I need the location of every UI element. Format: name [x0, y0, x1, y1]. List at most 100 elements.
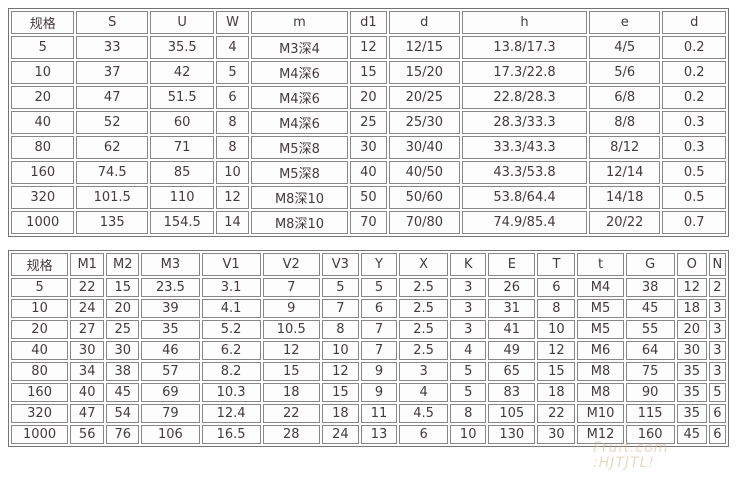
table-row: 1000 56 76 106 16.5 28 24 13 6 10 130 30 M12 160 45 6	[11, 425, 726, 444]
table-cell: 0.2	[662, 36, 726, 59]
column-header: G	[625, 253, 675, 276]
table-cell: 15	[350, 61, 387, 84]
table-cell: 79	[141, 404, 200, 423]
table-cell: 12.4	[201, 404, 261, 423]
table-cell: 53.8/64.4	[462, 186, 587, 209]
table-cell: 18	[537, 383, 576, 402]
table-row: 20 27 25 35 5.2 10.5 8 7 2.5 3 41 10 M5 55 20 3	[11, 320, 726, 339]
table-cell: 52	[76, 111, 148, 134]
table-cell: 35	[141, 320, 200, 339]
table-cell: 38	[106, 362, 140, 381]
table-cell: 30	[676, 341, 707, 360]
table-cell: 47	[76, 86, 148, 109]
table-cell: 71	[149, 136, 215, 159]
table-cell: 25/30	[388, 111, 461, 134]
table-cell: 3	[450, 299, 487, 318]
column-header: t	[577, 253, 624, 276]
table-cell: 0.3	[662, 136, 726, 159]
table-cell: 15	[321, 383, 359, 402]
table-cell: M8深10	[250, 211, 349, 234]
table-row: 160 74.5 85 10 M5深8 40 40/50 43.3/53.8 12/14 0.5	[11, 161, 726, 184]
table-cell: 80	[11, 362, 69, 381]
table-cell: 13.8/17.3	[462, 36, 587, 59]
column-header: m	[250, 11, 349, 34]
table-cell: 5	[321, 278, 359, 297]
table-row: 20 47 51.5 6 M4深6 20 20/25 22.8/28.3 6/8 0.2	[11, 86, 726, 109]
table-cell: 33	[76, 36, 148, 59]
table-cell: 55	[625, 320, 675, 339]
table-cell: 115	[625, 404, 675, 423]
table-cell: 10	[537, 320, 576, 339]
table-cell: 0.5	[662, 186, 726, 209]
table-cell: 10	[216, 161, 249, 184]
table-cell: 28.3/33.3	[462, 111, 587, 134]
table-cell: 18	[676, 299, 707, 318]
table-cell: 7	[360, 320, 398, 339]
table-cell: 30	[106, 341, 140, 360]
table-cell: 5.2	[201, 320, 261, 339]
table-cell: 74.9/85.4	[462, 211, 587, 234]
table-cell: 22	[262, 404, 320, 423]
table-cell: 60	[149, 111, 215, 134]
column-header: Y	[360, 253, 398, 276]
table-cell: 62	[76, 136, 148, 159]
table-cell: M4深6	[250, 61, 349, 84]
table-cell: 22	[537, 404, 576, 423]
table-cell: 2.5	[399, 341, 449, 360]
table-cell: 5	[708, 383, 726, 402]
table-cell: 12	[216, 186, 249, 209]
table-cell: 33.3/43.3	[462, 136, 587, 159]
table-cell: 4	[216, 36, 249, 59]
table-cell: 12/14	[588, 161, 661, 184]
table-cell: 8	[450, 404, 487, 423]
table-cell: 3	[708, 320, 726, 339]
table-cell: 23.5	[141, 278, 200, 297]
table-cell: M3深4	[250, 36, 349, 59]
table-cell: 3.1	[201, 278, 261, 297]
table-cell: 46	[141, 341, 200, 360]
table-cell: 4.5	[399, 404, 449, 423]
table-cell: 8/8	[588, 111, 661, 134]
table-cell: M8	[577, 383, 624, 402]
table-row: 320 47 54 79 12.4 22 18 11 4.5 8 105 22 M10 115 35 6	[11, 404, 726, 423]
table-cell: 0.7	[662, 211, 726, 234]
table-cell: 15	[106, 278, 140, 297]
table-cell: 54	[106, 404, 140, 423]
table-cell: 74.5	[76, 161, 148, 184]
table-cell: 10	[450, 425, 487, 444]
table-cell: 16.5	[201, 425, 261, 444]
table-cell: 45	[676, 425, 707, 444]
table-cell: 11	[360, 404, 398, 423]
column-header: M2	[106, 253, 140, 276]
table-cell: 160	[11, 383, 69, 402]
table-cell: 8	[537, 299, 576, 318]
table-cell: M12	[577, 425, 624, 444]
table-cell: 20	[106, 299, 140, 318]
table-cell: 130	[488, 425, 536, 444]
table-cell: 26	[488, 278, 536, 297]
table-cell: 75	[625, 362, 675, 381]
table-cell: 76	[106, 425, 140, 444]
table-cell: 135	[76, 211, 148, 234]
table-cell: 8	[216, 136, 249, 159]
table-cell: 3	[708, 341, 726, 360]
table-cell: 105	[488, 404, 536, 423]
table-cell: 10	[321, 341, 359, 360]
table-cell: 34	[70, 362, 105, 381]
column-header: T	[537, 253, 576, 276]
table-cell: 110	[149, 186, 215, 209]
table-cell: 9	[262, 299, 320, 318]
table-cell: 12	[350, 36, 387, 59]
table-cell: 24	[70, 299, 105, 318]
table-cell: 27	[70, 320, 105, 339]
column-header: d	[388, 11, 461, 34]
table-cell: 1000	[11, 425, 69, 444]
table-cell: M8	[577, 362, 624, 381]
table-cell: 160	[11, 161, 75, 184]
column-header: d	[662, 11, 726, 34]
table-cell: 24	[321, 425, 359, 444]
table-cell: 2.5	[399, 278, 449, 297]
table-cell: 3	[708, 362, 726, 381]
